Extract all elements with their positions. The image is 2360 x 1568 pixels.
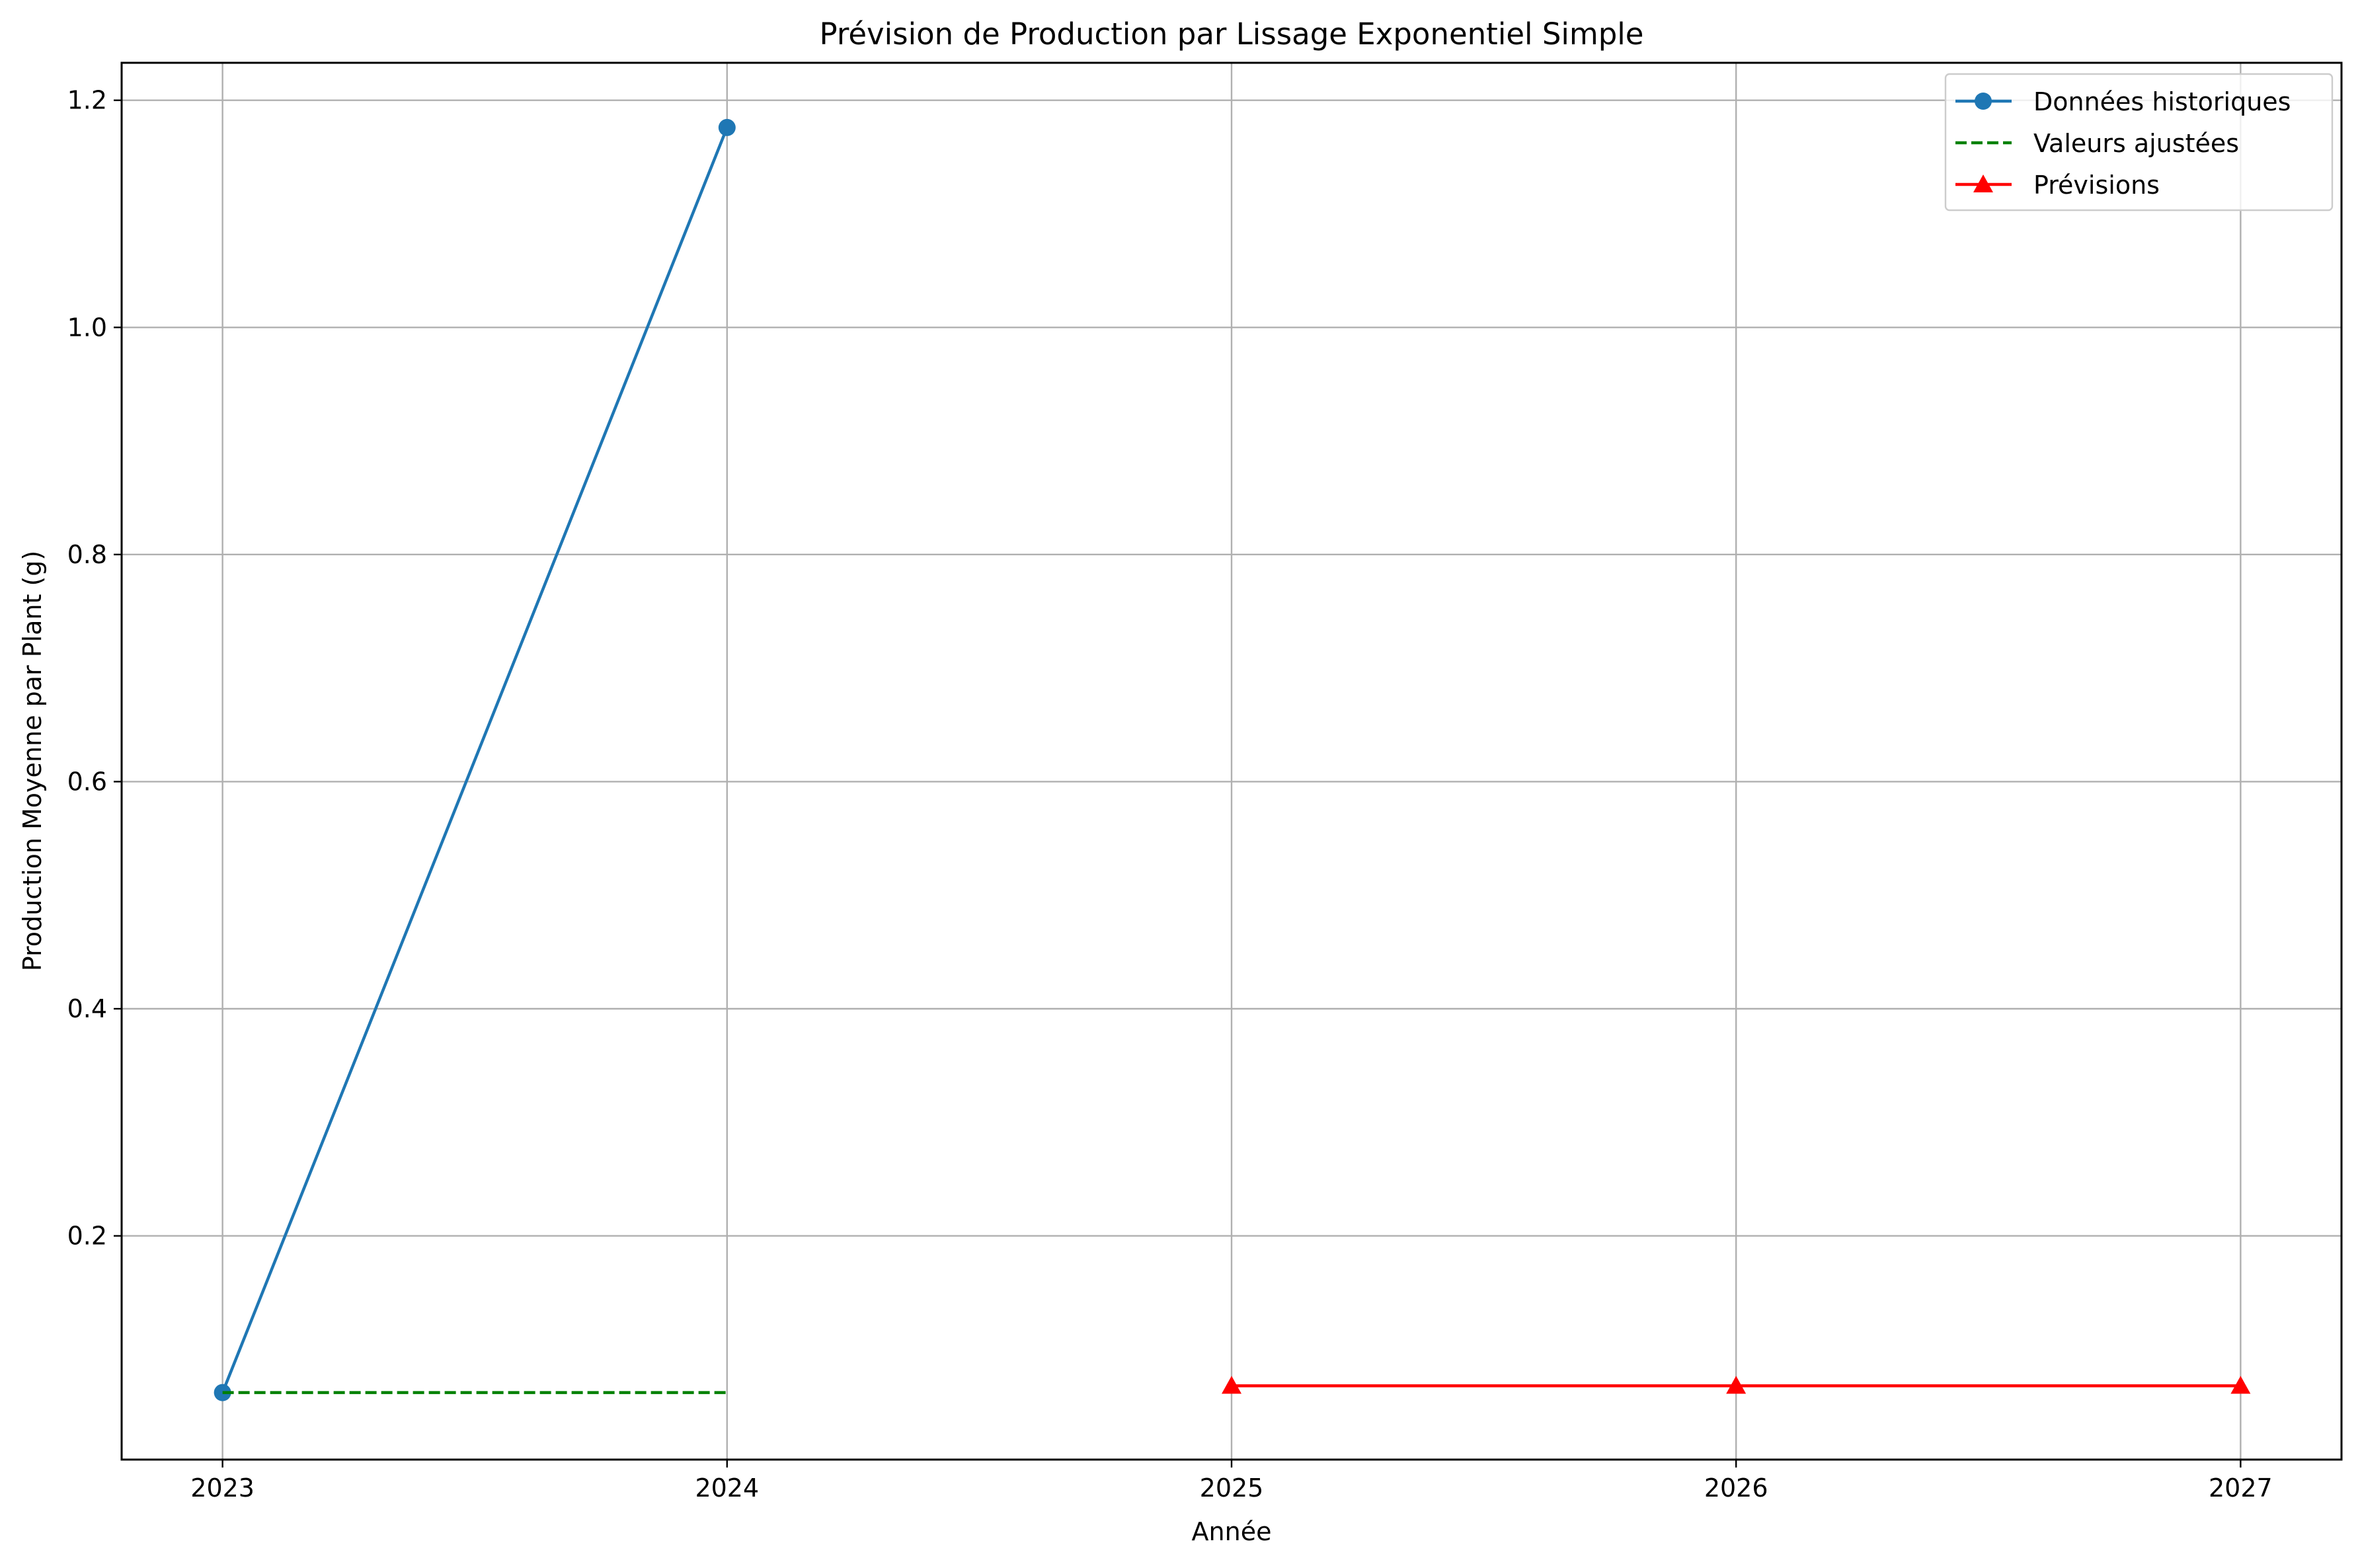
legend-label: Prévisions	[2033, 171, 2160, 200]
legend-item: Données historiques	[1955, 87, 2291, 116]
y-tick-label: 0.2	[67, 1222, 107, 1251]
data-point	[1973, 175, 1993, 192]
data-point	[1222, 1376, 1241, 1394]
y-tick-label: 0.6	[67, 767, 107, 796]
legend-item: Prévisions	[1955, 171, 2160, 200]
x-tick-label: 2027	[2209, 1473, 2273, 1503]
series-Prévisions	[1222, 1376, 2251, 1394]
legend-box	[1944, 73, 2334, 212]
x-axis-label: Année	[1192, 1517, 1272, 1546]
chart-title: Prévision de Production par Lissage Expo…	[820, 17, 1644, 52]
legend-label: Valeurs ajustées	[2033, 129, 2239, 158]
x-tick-label: 2023	[190, 1473, 255, 1503]
x-tick-label: 2024	[695, 1473, 759, 1503]
grid-lines	[122, 63, 2341, 1460]
axis-ticks: 2023 2024 2025 2026 2027 0.2 0.4 0.6 0.8 1.0 1.2	[67, 86, 2273, 1503]
data-point	[1975, 93, 1992, 110]
data-point	[1726, 1376, 1747, 1394]
legend: Données historiques Valeurs ajustées Prévi…	[1944, 73, 2334, 212]
series-line	[221, 127, 728, 1393]
plot-frame	[120, 61, 2343, 1461]
series-group	[214, 118, 2251, 1401]
data-point	[718, 118, 736, 136]
y-tick-label: 1.0	[67, 313, 107, 342]
y-tick-label: 0.4	[67, 994, 107, 1023]
y-tick-label: 0.8	[67, 540, 107, 569]
y-tick-label: 1.2	[67, 86, 107, 115]
legend-item: Valeurs ajustées	[1955, 129, 2239, 158]
y-axis-label: Production Moyenne par Plant (g)	[18, 551, 47, 971]
x-tick-label: 2026	[1704, 1473, 1768, 1503]
data-point	[2230, 1376, 2251, 1394]
x-tick-label: 2025	[1200, 1473, 1264, 1503]
legend-label: Données historiques	[2033, 87, 2291, 116]
